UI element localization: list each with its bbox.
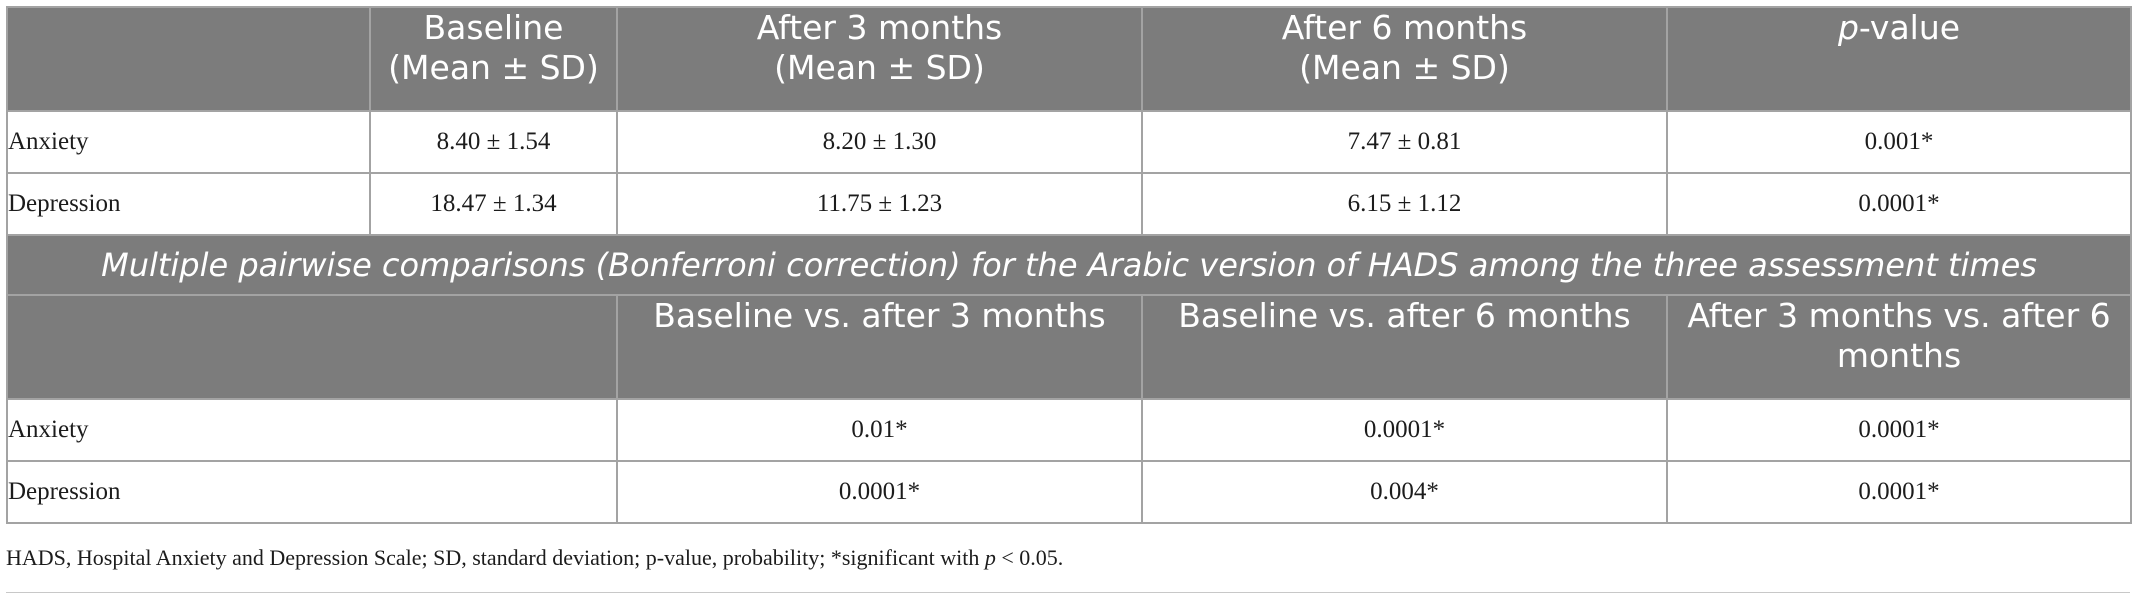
header-after3-line1: After 3 months bbox=[756, 8, 1003, 47]
header2-baseline-vs-3: Baseline vs. after 3 months bbox=[616, 294, 1143, 400]
header-baseline-line2: (Mean ± SD) bbox=[388, 48, 599, 87]
cell-baseline-vs-3: 0.01* bbox=[616, 398, 1143, 462]
header-blank-cell bbox=[6, 6, 371, 112]
cell-after-6-months: 7.47 ± 0.81 bbox=[1141, 110, 1668, 174]
pairwise-comparisons-subtitle: Multiple pairwise comparisons (Bonferron… bbox=[6, 234, 2132, 296]
cell-baseline-vs-6: 0.0001* bbox=[1141, 398, 1668, 462]
header-p-value: p-value bbox=[1666, 6, 2132, 112]
cell-baseline-vs-6: 0.004* bbox=[1141, 460, 1668, 524]
hads-results-table: Baseline (Mean ± SD) After 3 months (Mea… bbox=[6, 6, 2132, 524]
header2-3-vs-6: After 3 months vs. after 6 months bbox=[1666, 294, 2132, 400]
header2-blank-cell bbox=[6, 294, 618, 400]
cell-baseline: 8.40 ± 1.54 bbox=[369, 110, 618, 174]
table-header-row: Baseline (Mean ± SD) After 3 months (Mea… bbox=[6, 6, 2132, 112]
table2-row-anxiety: Anxiety 0.01* 0.0001* 0.0001* bbox=[6, 398, 2132, 462]
bottom-divider bbox=[6, 592, 2130, 593]
table-subtitle-row: Multiple pairwise comparisons (Bonferron… bbox=[6, 234, 2132, 296]
table-row-depression: Depression 18.47 ± 1.34 11.75 ± 1.23 6.1… bbox=[6, 172, 2132, 236]
table-footnote: HADS, Hospital Anxiety and Depression Sc… bbox=[6, 545, 1063, 571]
header-after6-line1: After 6 months bbox=[1281, 8, 1528, 47]
footnote-tail: < 0.05. bbox=[995, 545, 1064, 570]
cell-baseline: 18.47 ± 1.34 bbox=[369, 172, 618, 236]
header2-baseline-vs-6: Baseline vs. after 6 months bbox=[1141, 294, 1668, 400]
footnote-p-letter: p bbox=[984, 545, 996, 570]
cell-after-6-months: 6.15 ± 1.12 bbox=[1141, 172, 1668, 236]
footnote-text: HADS, Hospital Anxiety and Depression Sc… bbox=[6, 545, 985, 570]
header2-baseline-vs-3-text: Baseline vs. after 3 months bbox=[653, 296, 1106, 335]
header2-3-vs-6-text: After 3 months vs. after 6 months bbox=[1687, 296, 2111, 375]
header-after-3-months: After 3 months (Mean ± SD) bbox=[616, 6, 1143, 112]
header-p-rest: -value bbox=[1858, 8, 1961, 47]
header-baseline-line1: Baseline bbox=[423, 8, 564, 47]
cell-p-value: 0.001* bbox=[1666, 110, 2132, 174]
table-header2-row: Baseline vs. after 3 months Baseline vs.… bbox=[6, 294, 2132, 400]
header-after3-line2: (Mean ± SD) bbox=[774, 48, 985, 87]
row-label: Anxiety bbox=[6, 110, 371, 174]
cell-baseline-vs-3: 0.0001* bbox=[616, 460, 1143, 524]
header-after6-line2: (Mean ± SD) bbox=[1299, 48, 1510, 87]
row-label: Depression bbox=[6, 460, 618, 524]
header-after-6-months: After 6 months (Mean ± SD) bbox=[1141, 6, 1668, 112]
row-label: Depression bbox=[6, 172, 371, 236]
row-label: Anxiety bbox=[6, 398, 618, 462]
header2-baseline-vs-6-text: Baseline vs. after 6 months bbox=[1178, 296, 1631, 335]
cell-3-vs-6: 0.0001* bbox=[1666, 460, 2132, 524]
header-p-letter: p bbox=[1837, 8, 1859, 47]
cell-p-value: 0.0001* bbox=[1666, 172, 2132, 236]
results-table-container: Baseline (Mean ± SD) After 3 months (Mea… bbox=[6, 6, 2132, 524]
header-baseline: Baseline (Mean ± SD) bbox=[369, 6, 618, 112]
table2-row-depression: Depression 0.0001* 0.004* 0.0001* bbox=[6, 460, 2132, 524]
cell-after-3-months: 8.20 ± 1.30 bbox=[616, 110, 1143, 174]
table-row-anxiety: Anxiety 8.40 ± 1.54 8.20 ± 1.30 7.47 ± 0… bbox=[6, 110, 2132, 174]
cell-after-3-months: 11.75 ± 1.23 bbox=[616, 172, 1143, 236]
cell-3-vs-6: 0.0001* bbox=[1666, 398, 2132, 462]
